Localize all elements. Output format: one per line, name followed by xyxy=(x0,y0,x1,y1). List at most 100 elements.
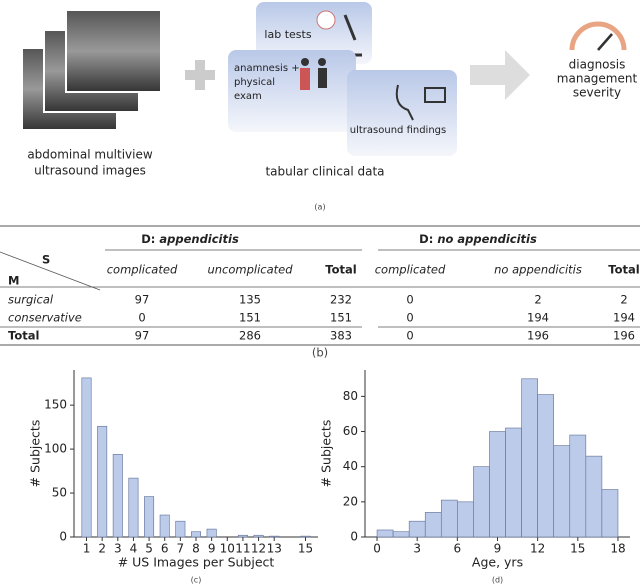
row-label: Total xyxy=(8,329,39,343)
ultrasound-icon xyxy=(395,84,446,121)
cell: 232 xyxy=(330,293,352,307)
bar xyxy=(424,512,442,538)
cell: 97 xyxy=(135,293,150,307)
x-tick-label: 0 xyxy=(373,542,381,556)
x-tick-label: 9 xyxy=(208,542,216,556)
panel-a-text: abdominal multiview ultrasound images lab … xyxy=(27,28,637,212)
anamnesis-label: anamnesis + xyxy=(234,63,300,74)
bar xyxy=(191,531,201,538)
arrow xyxy=(470,50,530,100)
group-name: appendicitis xyxy=(159,232,239,246)
lab-label: lab tests xyxy=(264,28,311,41)
person-icon xyxy=(301,58,309,66)
bar xyxy=(537,394,555,538)
x-tick-label: 2 xyxy=(98,542,106,556)
bar xyxy=(300,535,311,538)
y-tick-label: 0 xyxy=(350,530,358,544)
column-header: complicated xyxy=(375,263,446,277)
bar xyxy=(237,534,248,538)
group-name: no appendicitis xyxy=(437,232,537,246)
lab-icon xyxy=(316,10,336,30)
output-label: severity xyxy=(573,86,621,100)
x-tick-label: 7 xyxy=(177,542,185,556)
bar xyxy=(376,529,394,538)
cell: 97 xyxy=(135,329,150,343)
y-tick-label: 150 xyxy=(44,398,67,412)
bar xyxy=(144,496,155,538)
cell: 0 xyxy=(406,329,413,343)
x-tick-label: 5 xyxy=(145,542,153,556)
x-tick-label: 8 xyxy=(192,542,200,556)
image-caption: abdominal multiview xyxy=(27,148,153,162)
y-tick-label: 0 xyxy=(59,530,67,544)
group-prefix: D: xyxy=(419,232,433,246)
person-icon xyxy=(318,68,327,88)
group-prefix: D: xyxy=(141,232,155,246)
tabular-caption: tabular clinical data xyxy=(265,165,384,179)
anamnesis-label: exam xyxy=(234,91,262,102)
x-tick-label: 1 xyxy=(83,542,91,556)
person-icon xyxy=(300,68,310,90)
bar xyxy=(489,431,506,538)
x-tick-label: 10 xyxy=(220,542,235,556)
y-tick-label: 20 xyxy=(343,494,358,508)
cell: 194 xyxy=(527,311,549,325)
cell: 135 xyxy=(239,293,261,307)
column-header: Total xyxy=(325,263,356,277)
bar xyxy=(175,520,186,538)
cell: 286 xyxy=(239,329,261,343)
cell: 383 xyxy=(330,329,352,343)
y-tick-label: 60 xyxy=(343,424,358,438)
bar xyxy=(457,501,474,538)
cell: 0 xyxy=(406,293,413,307)
bar xyxy=(128,477,139,538)
row-label: surgical xyxy=(8,293,54,307)
x-tick-label: 11 xyxy=(235,542,250,556)
group-header: D: appendicitis xyxy=(141,232,239,246)
rule xyxy=(0,251,101,291)
bar xyxy=(81,377,92,538)
y-axis-label: # Subjects xyxy=(28,420,43,488)
output-label: diagnosis xyxy=(569,58,626,72)
gauge-needle xyxy=(597,33,613,51)
column-header: uncomplicated xyxy=(207,263,293,277)
x-tick-label: 3 xyxy=(413,542,421,556)
y-tick-label: 40 xyxy=(343,459,358,473)
x-tick-label: 12 xyxy=(530,542,545,556)
lab-box xyxy=(256,2,372,64)
caption: (c) xyxy=(191,576,202,585)
ultrasound-box xyxy=(347,70,457,156)
bar xyxy=(473,466,490,538)
plus-sign xyxy=(185,60,215,90)
output-label: management xyxy=(557,72,638,86)
x-tick-label: 12 xyxy=(251,542,266,556)
y-tick-label: 80 xyxy=(343,389,358,403)
us-image xyxy=(65,9,162,93)
row-label: conservative xyxy=(8,311,82,325)
x-tick-label: 15 xyxy=(298,542,313,556)
group-header: D: no appendicitis xyxy=(419,232,537,246)
bar xyxy=(392,531,410,538)
column-header: complicated xyxy=(107,263,178,277)
caption: (a) xyxy=(314,203,325,212)
column-header: no appendicitis xyxy=(494,263,582,277)
x-tick-label: 15 xyxy=(570,542,585,556)
x-tick-label: 4 xyxy=(130,542,138,556)
x-tick-label: 6 xyxy=(161,542,169,556)
bar xyxy=(97,425,108,538)
x-tick-label: 3 xyxy=(114,542,122,556)
x-tick-label: 6 xyxy=(454,542,462,556)
bar xyxy=(253,534,264,538)
bar xyxy=(505,427,522,538)
bar xyxy=(159,514,170,538)
person-icon xyxy=(318,58,326,66)
cell: 2 xyxy=(620,293,627,307)
bar xyxy=(521,378,538,538)
cell: 151 xyxy=(330,311,352,325)
bar xyxy=(269,535,280,538)
bar xyxy=(408,520,426,538)
caption: (d) xyxy=(492,576,503,585)
bar xyxy=(601,489,619,538)
